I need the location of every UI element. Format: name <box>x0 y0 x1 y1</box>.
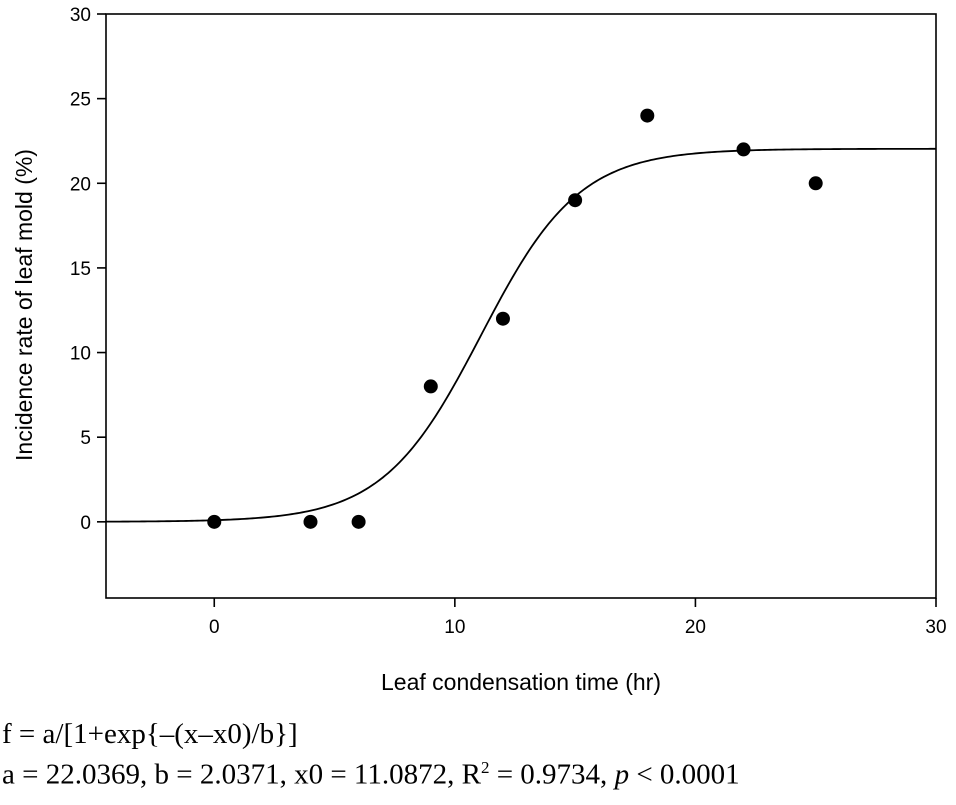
x-tick-label-10: 10 <box>444 617 465 638</box>
x-tick-label-30: 30 <box>925 617 946 638</box>
plot-frame <box>105 13 937 599</box>
formula-text: f = a/[1+exp{–(x–x0)/b}] <box>2 718 298 750</box>
x-axis-title: Leaf condensation time (hr) <box>381 669 661 695</box>
p-value: < 0.0001 <box>629 758 740 791</box>
y-axis-title: Incidence rate of leaf mold (%) <box>11 149 37 461</box>
x-tick-label-20: 20 <box>685 617 706 638</box>
data-point <box>736 142 751 157</box>
data-points-group <box>207 108 823 529</box>
r-squared-superscript: 2 <box>480 758 490 777</box>
data-point <box>207 514 222 529</box>
y-tick-label-25: 25 <box>70 90 91 111</box>
params-text: a = 22.0369, b = 2.0371, x0 = 11.0872, R <box>2 758 481 791</box>
x-tick-label-0: 0 <box>209 617 220 638</box>
fit-curve <box>105 147 936 523</box>
r-squared-value: = 0.9734, <box>489 758 615 791</box>
data-point <box>423 379 438 394</box>
y-tick-label-15: 15 <box>70 259 91 280</box>
data-point <box>303 514 318 529</box>
fit-parameters: a = 22.0369, b = 2.0371, x0 = 11.0872, R… <box>2 758 740 792</box>
y-tick-label-5: 5 <box>80 428 91 449</box>
fit-formula: f = a/[1+exp{–(x–x0)/b}] <box>2 718 298 751</box>
y-tick-label-20: 20 <box>70 174 91 195</box>
data-point <box>808 176 823 191</box>
axes-group: 0 5 10 15 20 25 30 0 10 20 30 <box>70 5 947 638</box>
y-tick-label-0: 0 <box>80 513 91 534</box>
y-tick-label-10: 10 <box>70 344 91 365</box>
data-point <box>640 108 655 123</box>
fit-curve-group <box>105 147 936 523</box>
data-point <box>351 514 366 529</box>
y-tick-label-30: 30 <box>70 5 91 26</box>
data-point <box>568 193 583 208</box>
p-symbol: p <box>614 758 630 791</box>
data-point <box>495 311 510 326</box>
chart: 0 5 10 15 20 25 30 0 10 20 30 Leaf condensation ti… <box>11 5 947 695</box>
